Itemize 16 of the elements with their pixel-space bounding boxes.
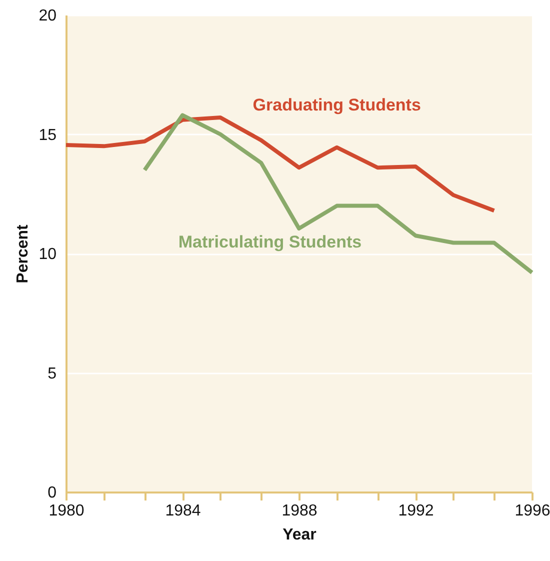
line-series: [64, 116, 496, 213]
x-tick-label: 1996: [514, 502, 550, 520]
x-axis-title: Year: [282, 526, 316, 544]
y-tick-label: 10: [38, 246, 57, 263]
x-tick-label: 1988: [282, 502, 318, 520]
x-tick-label: 1984: [165, 502, 201, 520]
x-tick-label: 1992: [398, 502, 434, 520]
line-series: [142, 113, 534, 275]
series-label: Graduating Students: [252, 95, 421, 114]
x-tick-label: 1980: [48, 502, 84, 520]
y-axis-title: Percent: [14, 224, 32, 284]
y-tick-label: 0: [48, 484, 57, 502]
series-label: Matriculating Students: [178, 232, 362, 252]
y-tick-label: 20: [38, 8, 57, 24]
y-tick-label: 15: [38, 126, 57, 144]
y-tick-label: 5: [48, 365, 57, 382]
